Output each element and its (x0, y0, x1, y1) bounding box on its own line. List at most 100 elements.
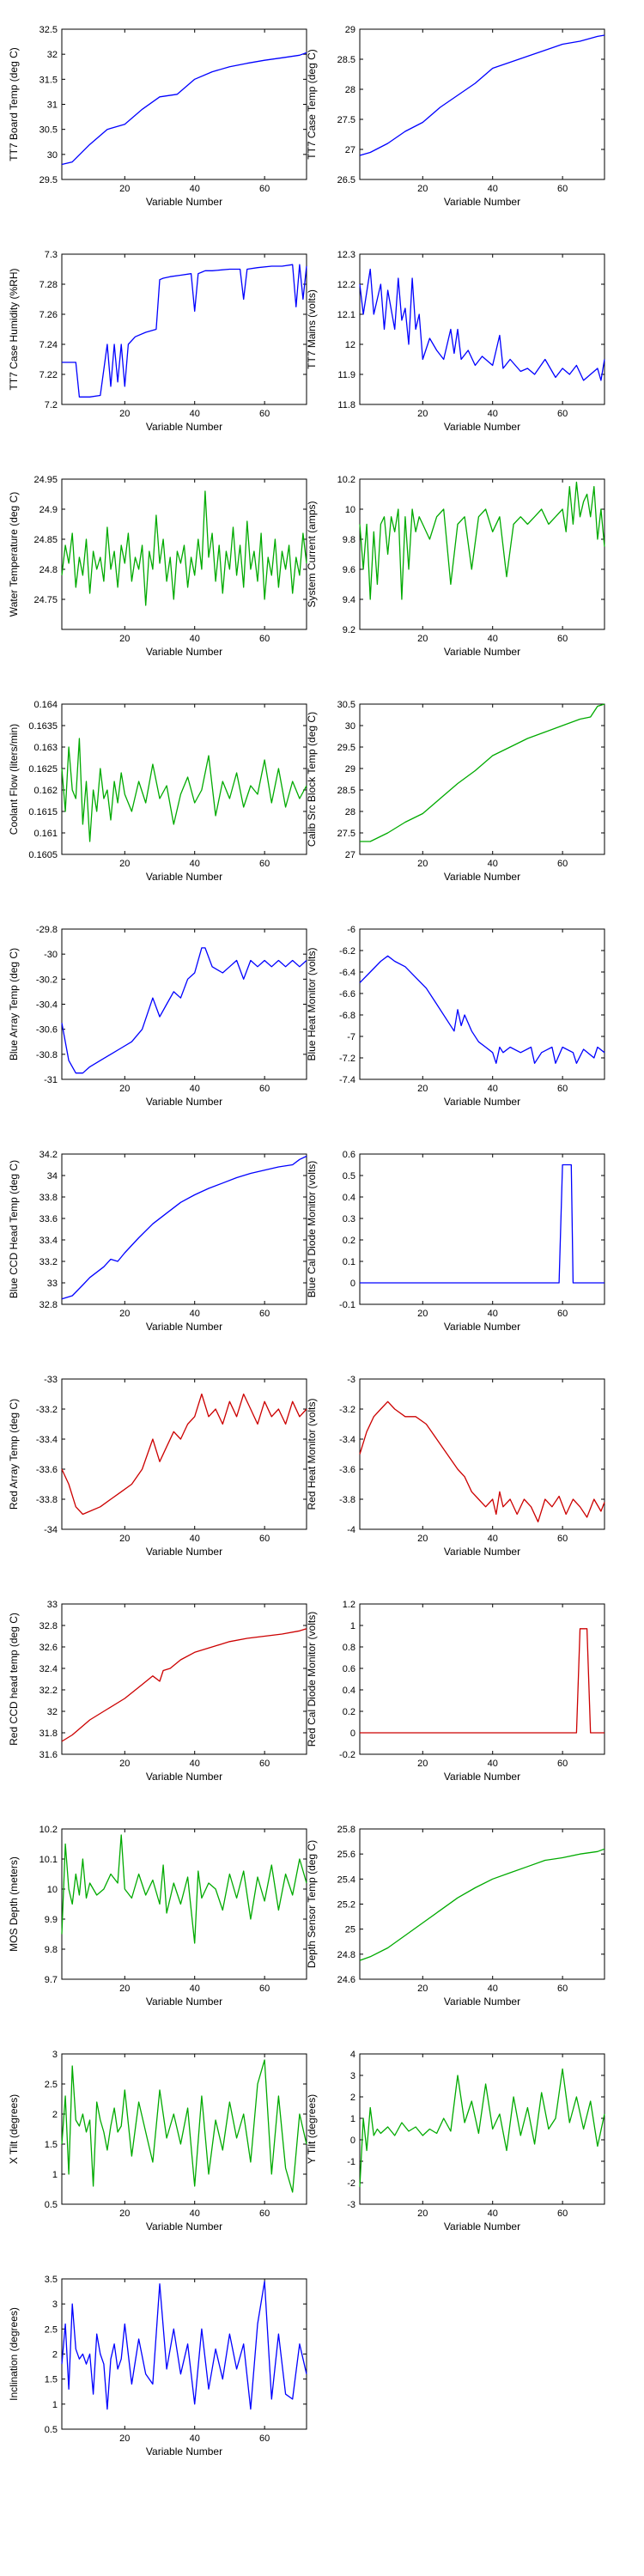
chart-panel: 20 40 60 32.8 33 33.2 33.4 33.6 33.8 34 34.2 Variab… (8, 1150, 307, 1333)
series-line (61, 738, 307, 842)
y-tick-label: 28.5 (337, 55, 355, 65)
series-line (359, 1848, 605, 1961)
x-tick-label: 60 (557, 409, 568, 419)
y-tick-label: 33.8 (39, 1193, 58, 1203)
y-tick-label: 32.4 (39, 1664, 58, 1674)
y-tick-label: -6.4 (339, 968, 355, 978)
y-tick-label: 7.28 (39, 280, 58, 290)
series-line (61, 947, 307, 1074)
chart-panel: 20 40 60 -34 -33.8 -33.6 -33.4 -33.2 -33 Variable… (8, 1375, 307, 1558)
y-tick-label: -33.8 (36, 1495, 58, 1505)
y-axis-label: Red CCD head temp (deg C) (8, 1613, 20, 1746)
y-axis-label: Red Cal Diode Monitor (volts) (306, 1612, 318, 1747)
x-axis-label: Variable Number (146, 2221, 222, 2233)
y-tick-label: -7.4 (339, 1075, 355, 1085)
plot-frame (61, 1378, 307, 1530)
y-tick-label: 31.8 (39, 1728, 58, 1739)
y-tick-label: 12.3 (337, 250, 355, 260)
y-tick-label: 28 (345, 807, 355, 817)
x-axis-label: Variable Number (146, 196, 222, 208)
series-line (61, 1628, 307, 1742)
x-tick-label: 60 (259, 2433, 270, 2444)
y-tick-label: 33.4 (39, 1236, 58, 1246)
y-tick-label: 0.163 (33, 743, 58, 753)
x-tick-label: 60 (557, 1309, 568, 1319)
x-tick-label: 40 (488, 634, 498, 644)
x-tick-label: 20 (417, 1084, 428, 1094)
plot-frame (61, 703, 307, 855)
y-tick-label: 0.2 (343, 1236, 355, 1246)
y-tick-label: -33.6 (36, 1465, 58, 1475)
chart-panel: 20 40 60 -7.4 -7.2 -7 -6.8 -6.6 -6.4 -6.2 -6 Variab… (306, 925, 605, 1108)
x-tick-label: 40 (190, 184, 200, 194)
y-axis-label: Inclination (degrees) (8, 2307, 20, 2401)
plot-frame (359, 2053, 605, 2205)
x-tick-label: 20 (119, 1084, 130, 1094)
plot-frame (61, 928, 307, 1080)
series-line (61, 1393, 307, 1516)
y-tick-label: 32.5 (39, 25, 58, 35)
y-tick-label: -3.6 (339, 1465, 355, 1475)
y-tick-label: 0.5 (45, 2425, 58, 2435)
y-tick-label: 24.8 (337, 1950, 355, 1960)
plot-frame (359, 703, 605, 855)
x-tick-label: 20 (417, 184, 428, 194)
chart-panel: 20 40 60 9.7 9.8 9.9 10 10.1 10.2 Variable Number… (8, 1825, 307, 2008)
y-tick-label: 25.6 (337, 1850, 355, 1860)
plot-frame (359, 1603, 605, 1755)
y-tick-label: 29.5 (337, 743, 355, 753)
y-tick-label: -2 (347, 2178, 355, 2189)
x-axis-label: Variable Number (146, 871, 222, 883)
chart-panel: 20 40 60 -3 -2 -1 0 1 2 3 4 Variable Number Y Tilt (… (306, 2050, 605, 2233)
x-tick-label: 20 (417, 1309, 428, 1319)
y-tick-label: 10 (47, 1885, 58, 1895)
y-tick-label: 24.75 (33, 595, 58, 605)
x-axis-label: Variable Number (444, 1546, 520, 1558)
x-axis-label: Variable Number (444, 646, 520, 658)
x-tick-label: 60 (557, 1084, 568, 1094)
x-tick-label: 20 (119, 2433, 130, 2444)
plot-frame (359, 928, 605, 1080)
y-axis-label: Red Array Temp (deg C) (8, 1399, 20, 1510)
x-tick-label: 40 (488, 1084, 498, 1094)
x-tick-label: 60 (557, 1984, 568, 1994)
x-tick-label: 40 (488, 409, 498, 419)
series-line (359, 1400, 605, 1522)
x-tick-label: 60 (557, 2208, 568, 2219)
y-tick-label: 0.5 (343, 1171, 355, 1182)
x-tick-label: 60 (259, 1534, 270, 1544)
y-tick-label: 33.2 (39, 1257, 58, 1267)
y-axis-label: TT7 Case Humidity (%RH) (8, 268, 20, 390)
y-tick-label: 30.5 (337, 700, 355, 710)
x-tick-label: 60 (259, 184, 270, 194)
y-tick-label: -3 (347, 1375, 355, 1385)
y-tick-label: -30.6 (36, 1025, 58, 1036)
x-tick-label: 40 (190, 409, 200, 419)
plot-frame (359, 478, 605, 630)
x-tick-label: 20 (417, 859, 428, 869)
y-tick-label: 24.85 (33, 535, 58, 545)
y-tick-label: 32.6 (39, 1643, 58, 1653)
y-tick-label: 1.5 (45, 2375, 58, 2385)
y-tick-label: 1 (52, 2400, 58, 2410)
series-line (360, 703, 605, 842)
x-axis-label: Variable Number (146, 2445, 222, 2458)
y-tick-label: 31.5 (39, 75, 58, 85)
x-axis-label: Variable Number (444, 1096, 520, 1108)
x-tick-label: 20 (119, 1759, 130, 1769)
series-line (61, 2059, 307, 2193)
y-tick-label: -1 (347, 2157, 355, 2167)
y-tick-label: 32 (47, 1707, 58, 1717)
y-tick-label: 1 (350, 2114, 355, 2124)
y-tick-label: -6.8 (339, 1011, 355, 1021)
y-tick-label: 0.1605 (28, 850, 58, 860)
x-axis-label: Variable Number (146, 1996, 222, 2008)
y-tick-label: 3.5 (45, 2275, 58, 2285)
x-tick-label: 40 (488, 1534, 498, 1544)
y-tick-label: 26.5 (337, 175, 355, 185)
y-tick-label: -3 (347, 2200, 355, 2210)
y-tick-label: 32.8 (39, 1300, 58, 1310)
x-axis-label: Variable Number (146, 646, 222, 658)
x-tick-label: 60 (259, 1984, 270, 1994)
y-tick-label: 0 (350, 1728, 355, 1739)
